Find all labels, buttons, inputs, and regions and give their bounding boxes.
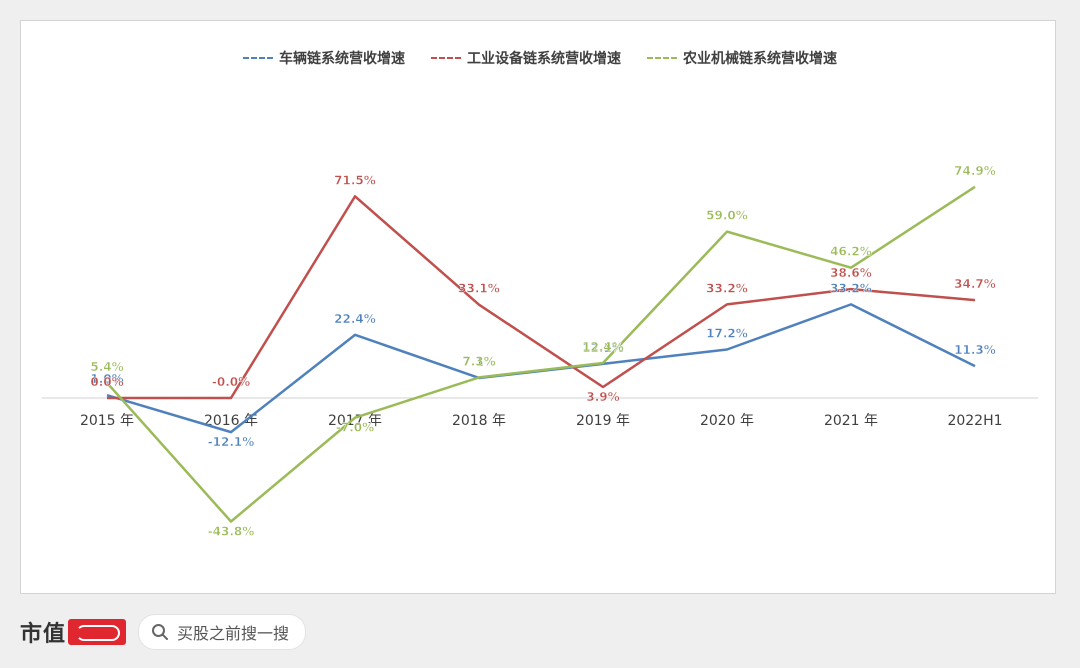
data-label: 46.2% [830,245,872,259]
data-label: -12.1% [208,435,255,449]
data-label: -43.8% [208,525,255,539]
data-label: 11.3% [954,343,996,357]
data-label: 7.3% [462,354,495,368]
data-label: 12.4% [582,340,624,354]
data-label: -7.0% [336,421,374,435]
x-tick-label: 2017 年 [328,413,382,429]
data-label: 33.2% [706,281,748,295]
footer-bar: 市值 买股之前搜一搜 [20,612,307,652]
x-tick-label: 2015 年 [80,413,134,429]
search-placeholder: 买股之前搜一搜 [177,624,290,643]
legend-item: 车辆链系统营收增速 [243,48,405,68]
data-label: 5.4% [90,360,123,374]
series-line [106,185,976,523]
x-tick-labels: 2015 年 2016 年 2017 年 2018 年 2019 年 2020 年 2021… [80,413,1003,429]
brand-logo: 市值 [20,616,127,648]
data-label: 22.4% [334,312,376,326]
data-label: 17.2% [706,326,748,340]
data-label: 33.1% [458,282,500,296]
series-line [107,195,976,400]
legend-item: 工业设备链系统营收增速 [431,48,621,68]
legend-item: 农业机械链系统营收增速 [647,48,837,68]
data-label: 71.5% [334,173,376,187]
legend-label: 车辆链系统营收增速 [279,51,405,67]
legend-swatch [243,57,273,59]
data-label: 38.6% [830,266,872,280]
chart-card [20,20,1056,594]
search-icon [152,624,169,640]
x-tick-label: 2021 年 [824,413,878,429]
search-box[interactable]: 买股之前搜一搜 [138,614,307,650]
x-tick-label: 2022H1 [947,413,1002,429]
data-label: 59.0% [706,209,748,223]
data-label: 0.0% [90,375,123,389]
data-label: -0.0% [212,375,250,389]
x-tick-label: 2018 年 [452,413,506,429]
x-tick-label: 2019 年 [576,413,630,429]
legend-label: 工业设备链系统营收增速 [467,51,621,67]
data-label: 3.9% [586,390,619,404]
data-label: 7.1% [462,355,495,369]
brand-seal-icon [68,619,127,645]
data-label: 1.0% [90,372,123,386]
series-lines [106,185,976,523]
x-tick-label: 2016 年 [204,413,258,429]
data-labels: 1.0% -12.1% 22.4% 7.1% 12.1% 17.2% 33.2% 11.3% 0… [90,164,996,539]
data-label: 74.9% [954,164,996,178]
x-tick-label: 2020 年 [700,413,754,429]
legend-swatch [647,57,677,59]
data-label: 12.1% [582,341,624,355]
brand-name: 市值 [20,622,67,647]
chart-legend: 车辆链系统营收增速 工业设备链系统营收增速 农业机械链系统营收增速 [0,48,1080,68]
legend-swatch [431,57,461,59]
data-label: 33.2% [830,281,872,295]
data-label: 34.7% [954,277,996,291]
legend-label: 农业机械链系统营收增速 [683,51,837,67]
